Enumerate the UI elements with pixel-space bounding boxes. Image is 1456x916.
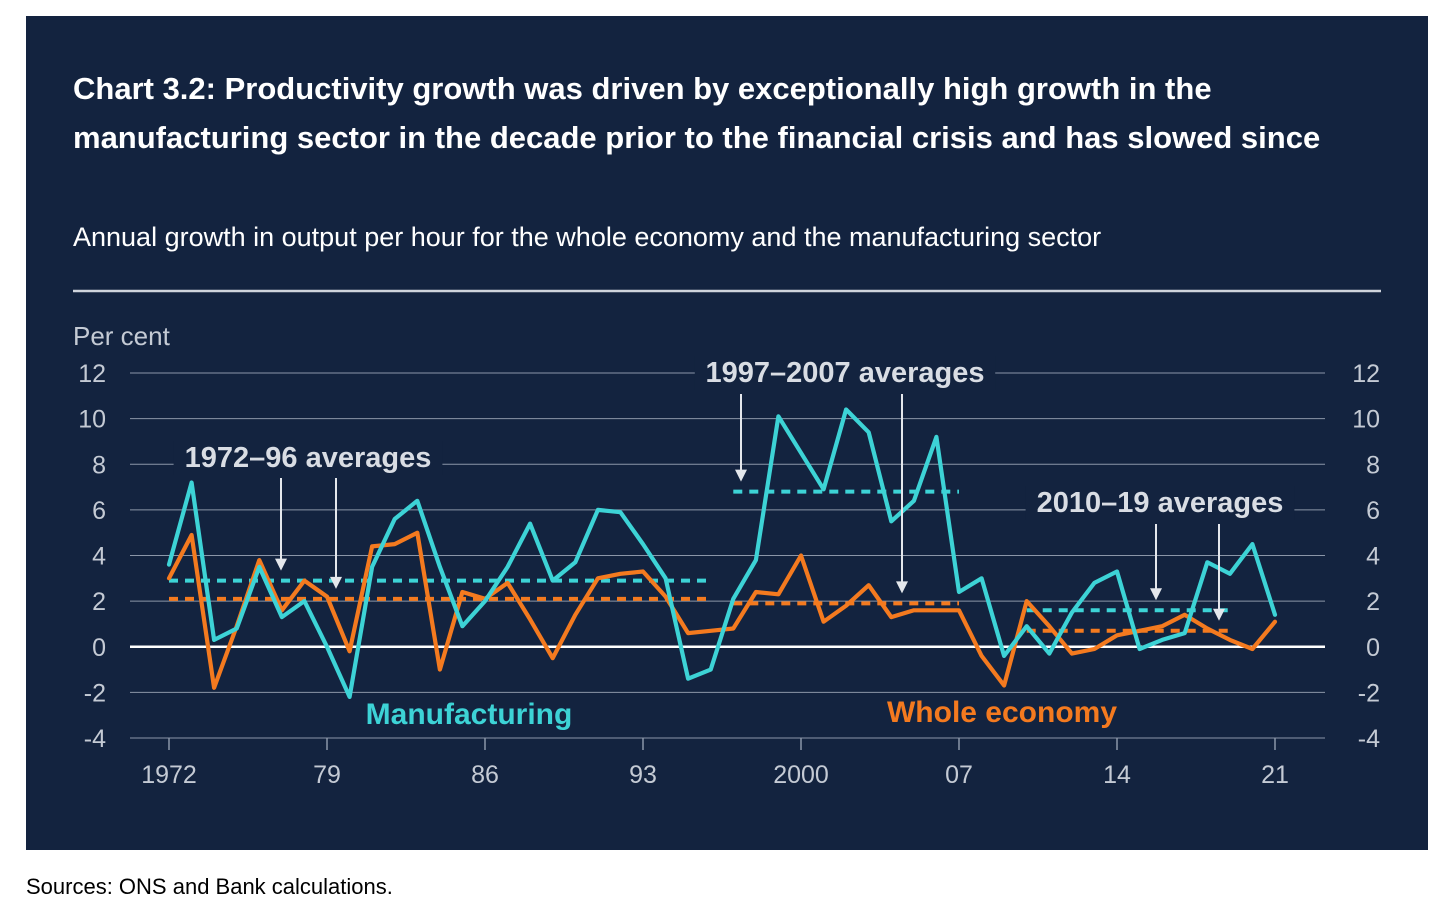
sources-note: Sources: ONS and Bank calculations. <box>26 874 393 899</box>
x-tick-label: 07 <box>945 761 973 789</box>
x-tick-label: 79 <box>313 761 341 789</box>
manufacturing-line <box>166 407 1278 700</box>
y-tick-label-right: 12 <box>1352 360 1380 388</box>
y-tick-label-left: 8 <box>92 451 106 479</box>
y-tick-label-right: 0 <box>1366 634 1380 662</box>
y-tick-label-left: -4 <box>84 725 106 753</box>
x-tick-label: 86 <box>471 761 499 789</box>
y-tick-label-left: 12 <box>78 360 106 388</box>
annotation-arrow-head <box>1150 588 1162 601</box>
average-annotation-label: 1997–2007 averages <box>706 357 985 389</box>
average-annotation-label: 1972–96 averages <box>185 442 432 474</box>
x-tick-label: 93 <box>629 761 657 789</box>
manufacturing-series-label: Manufacturing <box>366 698 573 731</box>
x-tick-label: 21 <box>1261 761 1289 789</box>
y-tick-label-left: 2 <box>92 588 106 616</box>
whole-economy-series-label: Whole economy <box>887 696 1117 729</box>
chart-title: Chart 3.2: Productivity growth was drive… <box>73 71 1321 155</box>
y-tick-label-right: 8 <box>1366 451 1380 479</box>
annotation-background <box>173 441 443 475</box>
average-annotation-label: 2010–19 averages <box>1037 487 1284 519</box>
annotation-arrow-head <box>275 558 287 571</box>
y-tick-label-left: 10 <box>78 406 106 434</box>
y-tick-label-left: 6 <box>92 497 106 525</box>
chart-panel <box>26 16 1428 850</box>
y-tick-label-right: 2 <box>1366 588 1380 616</box>
annotation-arrow-head <box>1213 608 1225 621</box>
annotation-arrow-head <box>896 581 908 594</box>
x-tick-label: 14 <box>1103 761 1131 789</box>
y-tick-label-left: 0 <box>92 634 106 662</box>
y-tick-label-right: 6 <box>1366 497 1380 525</box>
annotation-arrow-head <box>330 576 342 589</box>
y-tick-label-right: -4 <box>1358 725 1380 753</box>
x-tick-label: 2000 <box>773 761 829 789</box>
annotation-background <box>1025 486 1295 520</box>
x-tick-label: 1972 <box>141 761 197 789</box>
y-tick-label-right: 10 <box>1352 406 1380 434</box>
chart-subtitle: Annual growth in output per hour for the… <box>73 222 1102 252</box>
y-tick-label-left: -2 <box>84 679 106 707</box>
y-axis-label: Per cent <box>73 321 171 351</box>
y-tick-label-right: -2 <box>1358 679 1380 707</box>
annotation-background <box>694 356 996 390</box>
y-tick-label-left: 4 <box>92 543 106 571</box>
y-tick-label-right: 4 <box>1366 543 1380 571</box>
annotation-arrow-head <box>735 469 747 482</box>
